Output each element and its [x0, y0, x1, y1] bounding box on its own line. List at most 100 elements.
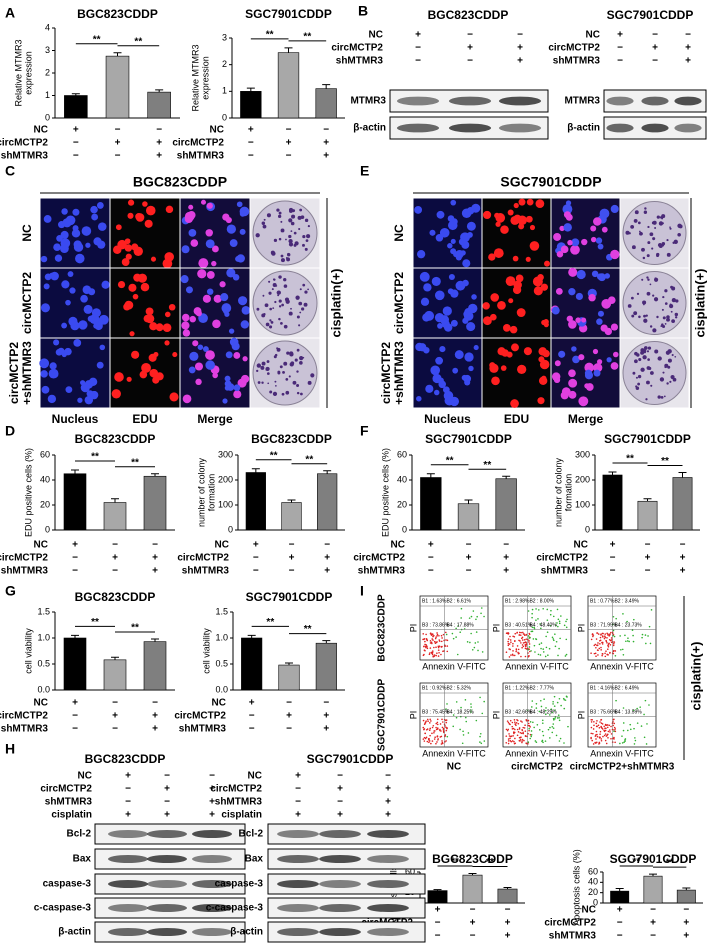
- colony: [657, 395, 661, 399]
- event: [566, 618, 568, 621]
- event: [607, 737, 609, 739]
- event: [556, 701, 559, 704]
- event: [605, 742, 608, 745]
- event: [473, 646, 476, 649]
- condition-sign: −: [73, 151, 79, 162]
- condition-sign: −: [289, 540, 295, 551]
- cell: [599, 208, 610, 219]
- event: [520, 655, 522, 658]
- condition-label: NC: [78, 771, 92, 782]
- condition-sign: −: [505, 905, 511, 916]
- colony: [278, 305, 282, 308]
- cell: [64, 347, 72, 356]
- event: [606, 648, 609, 651]
- colony: [302, 234, 306, 239]
- event: [597, 654, 599, 656]
- cell: [443, 323, 453, 332]
- cell: [236, 254, 245, 263]
- y-tick-label: 100: [218, 499, 233, 509]
- event: [445, 633, 448, 636]
- cell: [471, 294, 477, 300]
- cell: [86, 390, 94, 398]
- event: [537, 618, 539, 620]
- colony: [661, 308, 664, 311]
- cell: [80, 294, 88, 303]
- cell: [488, 253, 496, 261]
- event: [641, 636, 643, 639]
- event: [429, 718, 431, 721]
- colony: [290, 221, 295, 226]
- event: [542, 651, 545, 653]
- colony: [272, 307, 275, 310]
- band-label: caspase-3: [215, 879, 264, 890]
- condition-sign: −: [72, 711, 78, 722]
- event: [507, 742, 510, 745]
- event: [631, 629, 634, 631]
- event: [636, 707, 638, 710]
- event: [440, 640, 443, 643]
- event: [646, 723, 648, 725]
- blot-band: [277, 830, 319, 838]
- event: [644, 634, 647, 636]
- colony: [298, 324, 301, 327]
- event: [558, 719, 561, 722]
- event: [563, 742, 565, 744]
- event: [445, 719, 448, 721]
- y-axis-label: PI: [491, 624, 501, 633]
- condition-sign: +: [249, 698, 255, 709]
- condition-label: shMTMR3: [45, 797, 93, 808]
- event: [428, 740, 431, 742]
- condition-label: NC: [574, 540, 588, 551]
- condition-sign: −: [617, 931, 623, 942]
- cell: [202, 346, 209, 352]
- event: [554, 645, 557, 648]
- cell: [114, 372, 124, 382]
- event: [528, 727, 530, 730]
- colony: [672, 299, 675, 302]
- bar: [143, 475, 167, 531]
- event: [425, 736, 428, 739]
- cell: [559, 225, 565, 232]
- cell: [490, 293, 500, 302]
- cell: [500, 225, 509, 234]
- blot-band: [498, 123, 542, 133]
- colony: [675, 299, 679, 303]
- event: [471, 648, 474, 651]
- cell: [610, 204, 619, 214]
- colony: [664, 363, 669, 368]
- event: [595, 638, 598, 640]
- colony: [671, 354, 674, 357]
- cell: [121, 258, 130, 266]
- cell: [513, 280, 522, 290]
- event: [516, 645, 519, 647]
- cell: [206, 271, 215, 279]
- y-axis-label: cell viability: [23, 628, 33, 674]
- colony: [666, 317, 670, 322]
- event: [595, 734, 597, 736]
- blot-band: [147, 928, 187, 936]
- quadrant-label: B2 : 5.32%: [446, 685, 471, 691]
- event: [613, 641, 616, 643]
- event: [443, 644, 446, 646]
- bar: [457, 503, 480, 531]
- y-axis-label: PI: [491, 711, 501, 720]
- colony: [307, 380, 312, 385]
- event: [431, 633, 433, 635]
- colony: [636, 292, 640, 296]
- colony: [633, 311, 638, 316]
- cell: [145, 307, 154, 316]
- cell: [238, 296, 248, 306]
- event: [475, 618, 477, 621]
- cell: [450, 238, 456, 244]
- blot-band: [192, 880, 232, 888]
- colony: [646, 291, 651, 296]
- event: [600, 633, 602, 635]
- event: [596, 735, 599, 738]
- error-bar: [71, 634, 79, 638]
- event: [534, 651, 536, 653]
- event: [557, 654, 559, 657]
- event: [551, 731, 554, 734]
- event: [609, 651, 611, 654]
- colony: [299, 355, 304, 361]
- condition-sign: +: [680, 566, 686, 577]
